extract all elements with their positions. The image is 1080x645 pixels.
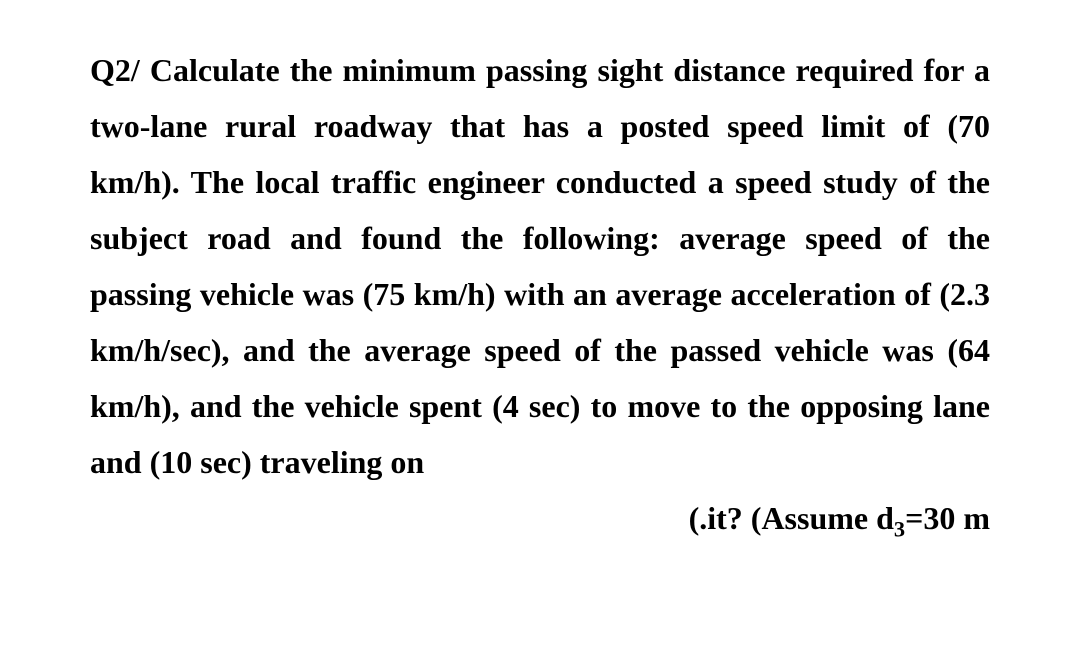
question-body-text: Q2/ Calculate the minimum passing sight …	[90, 42, 990, 490]
tail-prefix: (.it? (Assume d	[689, 500, 894, 536]
document-page: Q2/ Calculate the minimum passing sight …	[0, 0, 1080, 645]
tail-suffix: =30 m	[905, 500, 990, 536]
question-tail-line: (.it? (Assume d3=30 m	[90, 490, 990, 546]
tail-subscript: 3	[894, 516, 905, 541]
